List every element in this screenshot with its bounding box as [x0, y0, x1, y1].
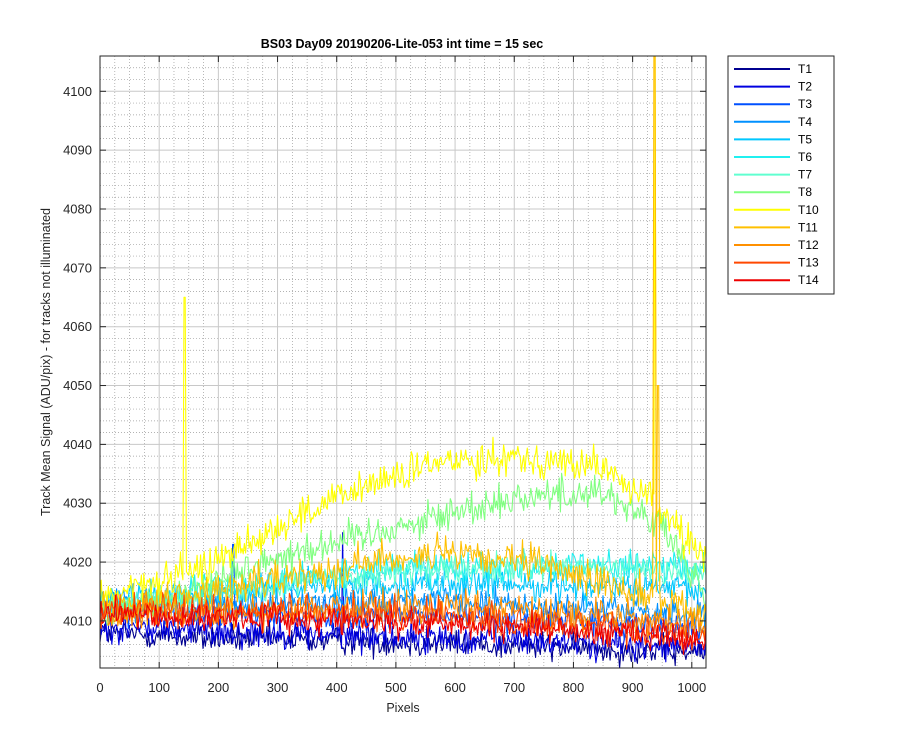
legend-label: T12: [798, 238, 819, 252]
x-tick-label: 900: [622, 680, 644, 695]
x-tick-label: 600: [444, 680, 466, 695]
y-axis-label: Track Mean Signal (ADU/pix) - for tracks…: [39, 208, 53, 516]
legend-label: T4: [798, 115, 812, 129]
y-tick-label: 4050: [63, 378, 92, 393]
plot-frame: [99, 55, 707, 669]
y-tick-label: 4100: [63, 84, 92, 99]
y-tick-label: 4070: [63, 260, 92, 275]
series-line-t2: [99, 532, 707, 664]
x-tick-label: 800: [563, 680, 585, 695]
y-tick-label: 4040: [63, 437, 92, 452]
y-tick-label: 4090: [63, 143, 92, 158]
series-line-t13: [99, 589, 707, 651]
x-tick-label: 500: [385, 680, 407, 695]
legend-label: T10: [798, 203, 819, 217]
legend-label: T13: [798, 256, 819, 270]
x-tick-label: 400: [326, 680, 348, 695]
y-tick-label: 4060: [63, 319, 92, 334]
legend-label: T3: [798, 97, 812, 111]
x-tick-label: 1000: [677, 680, 706, 695]
series-line-t14: [99, 594, 707, 655]
x-tick-label: 700: [503, 680, 525, 695]
series-layer: [99, 55, 707, 669]
legend-label: T6: [798, 150, 812, 164]
y-tick-label: 4020: [63, 555, 92, 570]
axis-ticks: 0 100 200 300 400 500 600 700 800 900 1000 4010 4020…: [63, 56, 706, 695]
x-tick-label: 0: [96, 680, 103, 695]
legend-label: T11: [798, 220, 818, 234]
y-tick-label: 4010: [63, 613, 92, 628]
x-tick-label: 300: [267, 680, 289, 695]
legend-label: T5: [798, 132, 812, 146]
legend-items: T1 T2 T3 T4 T5 T6 T7 T8 T10 T11 T12 T13 T14: [734, 62, 819, 287]
legend-label: T2: [798, 80, 812, 94]
x-tick-label: 100: [148, 680, 170, 695]
series-line-t11: [99, 55, 707, 627]
chart-title: BS03 Day09 20190206-Lite-053 int time = …: [261, 37, 544, 51]
x-tick-label: 200: [208, 680, 230, 695]
plot-area: 0 100 200 300 400 500 600 700 800 900 1000 4010 4020…: [63, 55, 707, 695]
series-line-t10: [99, 55, 707, 607]
legend: T1 T2 T3 T4 T5 T6 T7 T8 T10 T11 T12 T13 T14: [727, 55, 835, 295]
legend-label: T14: [798, 273, 819, 287]
legend-label: T1: [798, 62, 812, 76]
legend-label: T8: [798, 185, 812, 199]
y-tick-label: 4080: [63, 202, 92, 217]
legend-label: T7: [798, 168, 812, 182]
series-line-t8: [99, 472, 707, 626]
x-axis-label: Pixels: [386, 701, 419, 715]
y-tick-label: 4030: [63, 496, 92, 511]
